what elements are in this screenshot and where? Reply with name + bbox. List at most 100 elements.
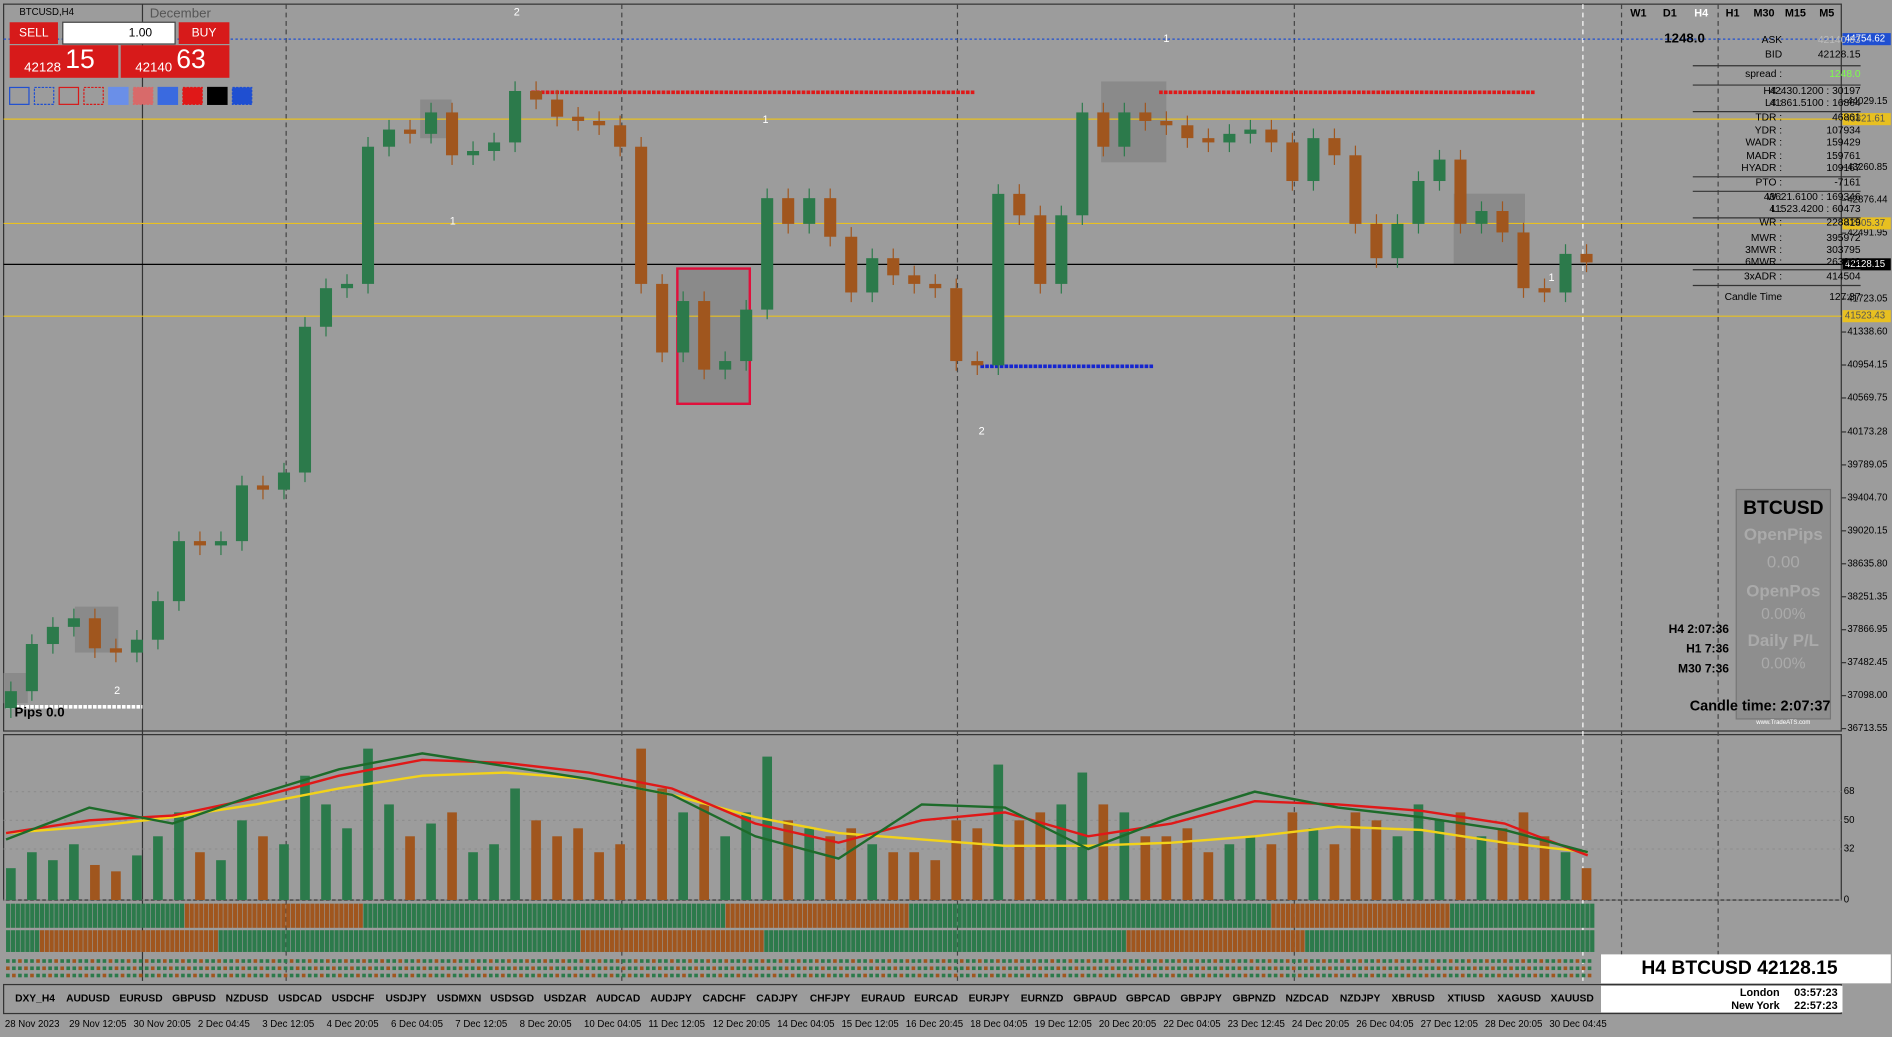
timeframe[interactable]: M15: [1785, 8, 1806, 20]
strip-cell: [1416, 930, 1421, 952]
tool-icon[interactable]: [33, 86, 55, 105]
sell-button[interactable]: [9, 22, 58, 44]
strip-cell: [1421, 930, 1426, 952]
symbol-tab[interactable]: EURCAD: [914, 994, 958, 1005]
timeframe[interactable]: M5: [1819, 8, 1834, 20]
strip-cell: [643, 903, 648, 928]
strip-cell: [802, 930, 808, 952]
symbol-tab[interactable]: CADJPY: [756, 994, 798, 1005]
strip-cell: [223, 930, 228, 952]
timeframe[interactable]: H1: [1726, 8, 1740, 20]
histogram-bar: [174, 812, 184, 901]
symbol-tab[interactable]: AUDJPY: [650, 994, 692, 1005]
strip-cell: [107, 930, 112, 952]
symbol-tab[interactable]: XTIUSD: [1447, 994, 1485, 1005]
tool-icon[interactable]: [9, 86, 30, 105]
symbol-tab[interactable]: CHFJPY: [810, 994, 851, 1005]
strip-cell: [749, 903, 755, 928]
strip-cell: [1372, 903, 1378, 928]
strip-cell: [788, 930, 793, 952]
tool-icon[interactable]: [157, 86, 179, 105]
strip-dot: [688, 959, 692, 963]
strip-dot: [259, 973, 264, 978]
candle: [635, 146, 648, 284]
tool-icon[interactable]: [108, 86, 129, 105]
strip-dot: [1165, 966, 1169, 971]
symbol-tab[interactable]: AUDUSD: [66, 994, 110, 1005]
tool-icon[interactable]: [132, 86, 154, 105]
symbol-tab[interactable]: NZDUSD: [226, 994, 269, 1005]
symbol-tab[interactable]: USDJPY: [386, 994, 427, 1005]
strip-dot: [1255, 973, 1260, 978]
symbol-tab[interactable]: USDCHF: [332, 994, 375, 1005]
strip-cell: [464, 930, 470, 952]
symbol-tab[interactable]: GBPNZD: [1232, 994, 1275, 1005]
strip-dot: [941, 973, 946, 978]
timeframe[interactable]: H4: [1694, 8, 1708, 20]
tool-icon[interactable]: [231, 86, 253, 105]
symbol-tab[interactable]: USDMXN: [437, 994, 481, 1005]
histogram-bar: [363, 748, 373, 901]
strip-cell: [1054, 930, 1059, 952]
symbol-tab[interactable]: BTCUSD: [1604, 994, 1647, 1005]
strip-cell: [942, 930, 948, 952]
strip-dot: [150, 966, 155, 971]
strip-cell: [595, 903, 600, 928]
strip-dot: [120, 959, 125, 963]
strip-cell: [131, 903, 136, 928]
y-tick-label: 40569.75: [1847, 393, 1887, 404]
timeframe[interactable]: W1: [1630, 8, 1646, 20]
strip-cell: [184, 930, 189, 952]
strip-cell: [315, 930, 320, 952]
strip-dot: [1225, 959, 1230, 963]
strip-cell: [788, 903, 793, 928]
strip-dot: [682, 966, 686, 971]
lot-input[interactable]: [62, 21, 176, 45]
tool-icon[interactable]: [58, 86, 80, 105]
strip-cell: [735, 930, 740, 952]
buy-button[interactable]: [178, 22, 230, 44]
strip-dot: [434, 973, 439, 978]
strip-dot: [90, 966, 95, 971]
symbol-tab[interactable]: XAUUSD: [1551, 994, 1594, 1005]
sell-label[interactable]: SELL: [19, 25, 49, 39]
strip-dot: [694, 973, 698, 978]
tool-icon[interactable]: [207, 86, 228, 105]
strip-cell: [242, 930, 247, 952]
tool-icon[interactable]: [182, 86, 203, 105]
symbol-tab[interactable]: EURNZD: [1021, 994, 1064, 1005]
timeframe[interactable]: M30: [1753, 8, 1774, 20]
symbol-tab[interactable]: GBPUSD: [172, 994, 216, 1005]
symbol-tab[interactable]: NZDCAD: [1285, 994, 1328, 1005]
candle: [992, 193, 1005, 366]
strip-dot: [754, 973, 759, 978]
symbol-tab[interactable]: GBPCAD: [1126, 994, 1170, 1005]
strip-cell: [218, 903, 223, 928]
symbol-tab[interactable]: USDSGD: [490, 994, 534, 1005]
symbol-tab[interactable]: GBPAUD: [1073, 994, 1117, 1005]
strip-cell: [1063, 930, 1068, 952]
symbol-tab[interactable]: EURJPY: [969, 994, 1010, 1005]
strip-cell: [1213, 930, 1218, 952]
strip-dot: [30, 959, 34, 963]
strip-dot: [996, 966, 1000, 971]
strip-cell: [1396, 930, 1402, 952]
histogram-bar: [405, 836, 415, 901]
symbol-tab[interactable]: GBPJPY: [1180, 994, 1222, 1005]
strip-dot: [724, 959, 729, 963]
symbol-tab[interactable]: USDCAD: [278, 994, 322, 1005]
tool-icon[interactable]: [83, 86, 104, 105]
symbol-tab[interactable]: NZDJPY: [1340, 994, 1381, 1005]
symbol-tab[interactable]: AUDCAD: [596, 994, 640, 1005]
symbol-tab[interactable]: CADCHF: [702, 994, 745, 1005]
symbol-tab[interactable]: EURUSD: [119, 994, 162, 1005]
symbol-tab[interactable]: XAGUSD: [1497, 994, 1541, 1005]
symbol-tab[interactable]: USDZAR: [544, 994, 587, 1005]
lot-value[interactable]: 1.00: [129, 25, 153, 39]
timeframe[interactable]: D1: [1663, 8, 1677, 20]
symbol-tab[interactable]: EURAUD: [861, 994, 905, 1005]
strip-dot: [265, 973, 270, 978]
symbol-tab[interactable]: XBRUSD: [1391, 994, 1434, 1005]
symbol-tab[interactable]: DXY_H4: [15, 994, 55, 1005]
buy-label[interactable]: BUY: [192, 25, 217, 39]
